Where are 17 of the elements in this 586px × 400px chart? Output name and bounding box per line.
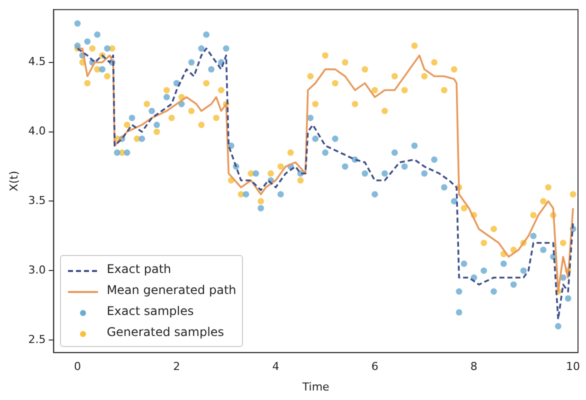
y-tick-label: 3.0 (28, 264, 46, 277)
x-tick-label: 4 (272, 360, 280, 374)
x-tick-label: 2 (173, 360, 180, 374)
y-tick-label: 2.5 (28, 332, 46, 346)
y-axis-title: X(t) (7, 170, 20, 192)
x-tick-label: 8 (470, 360, 478, 374)
x-tick-label: 10 (566, 360, 580, 374)
x-tick-label: 0 (74, 360, 81, 374)
y-tick-label: 4.0 (28, 124, 46, 138)
x-tick-label: 6 (371, 360, 378, 374)
x-axis-title: Time (301, 380, 330, 394)
legend-label: Mean generated path (106, 282, 236, 299)
legend-label: Generated samples (106, 324, 224, 341)
y-tick-label: 3.5 (28, 194, 46, 208)
legend-label: Exact samples (106, 302, 194, 320)
y-tick-label: 4.5 (28, 55, 46, 68)
legend-label: Exact path (106, 260, 172, 278)
